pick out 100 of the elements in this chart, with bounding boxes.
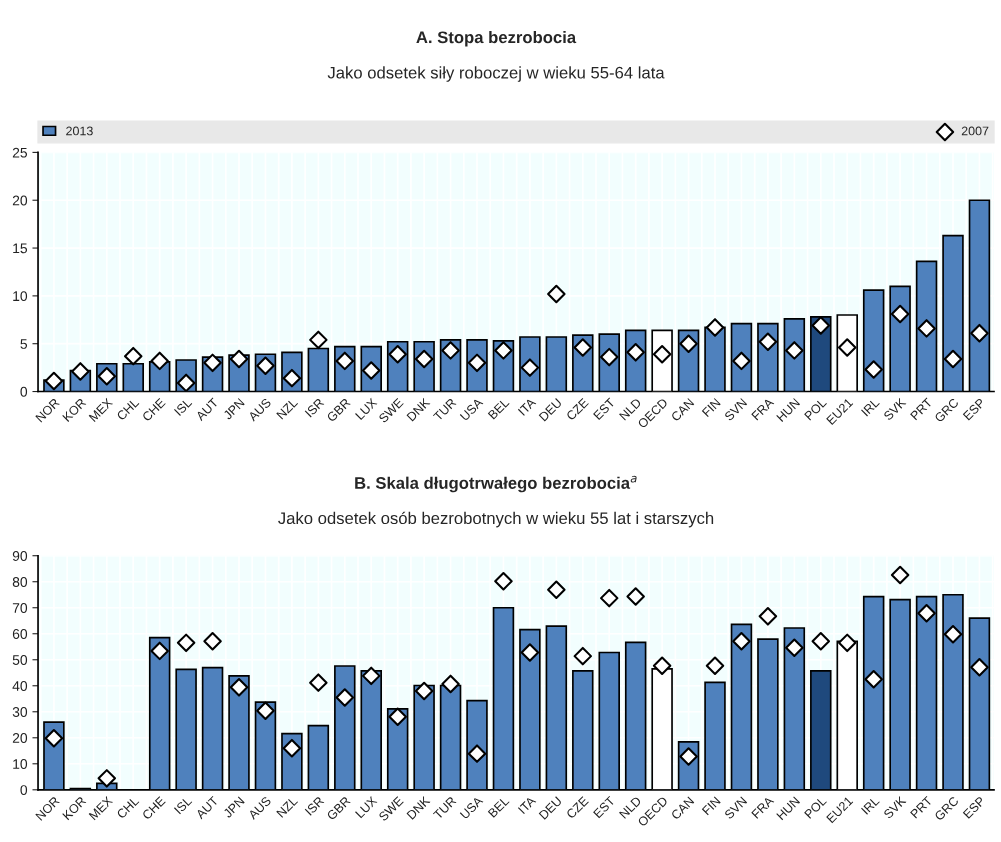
point — [547, 284, 566, 304]
bar — [968, 199, 991, 392]
point — [229, 349, 249, 369]
point — [837, 633, 857, 653]
y-tick-label: 10 — [13, 291, 28, 302]
x-tick-label: IRL — [861, 397, 880, 417]
point — [203, 632, 222, 651]
bar — [889, 285, 911, 392]
point — [309, 673, 328, 692]
point — [494, 571, 513, 591]
bar — [942, 234, 964, 392]
point — [441, 674, 460, 694]
x-tick-label: ISL — [173, 397, 193, 417]
legend-label: 2007 — [961, 126, 989, 136]
bar — [915, 260, 938, 392]
y-tick-label: 30 — [12, 707, 28, 717]
y-tick-label: 5 — [20, 339, 28, 349]
x-tick-label: FRA — [751, 795, 775, 819]
point — [441, 341, 460, 360]
x-tick-label: IRL — [861, 795, 880, 815]
x-tick-label: USA — [459, 795, 484, 820]
x-tick-label: ITA — [517, 795, 537, 815]
y-tick-label: 20 — [12, 195, 28, 206]
point — [388, 344, 407, 364]
point — [388, 707, 407, 726]
y-tick-label: 80 — [12, 577, 28, 587]
point — [520, 643, 540, 662]
chart-title: A. Stopa bezrobocia — [416, 30, 577, 47]
point — [335, 688, 355, 707]
point — [652, 656, 672, 675]
x-tick-label: CHL — [116, 795, 140, 820]
point — [123, 346, 143, 366]
x-tick-label: TUR — [432, 397, 457, 422]
point — [626, 587, 645, 606]
x-tick-label: TUR — [432, 796, 457, 820]
point — [864, 670, 883, 689]
y-tick-label: 15 — [13, 243, 28, 254]
point — [917, 319, 936, 338]
point — [732, 632, 751, 651]
x-tick-label: POL — [804, 397, 827, 421]
point — [361, 666, 381, 686]
x-tick-label: BEL — [487, 795, 510, 818]
point — [970, 323, 989, 343]
x-tick-label: NZL — [276, 795, 299, 818]
point — [811, 316, 831, 335]
point — [599, 588, 619, 608]
point — [573, 338, 593, 357]
point — [758, 332, 778, 352]
x-tick-label: FIN — [701, 398, 721, 417]
point — [547, 580, 566, 600]
point — [44, 371, 64, 391]
point — [71, 362, 90, 381]
x-tick-label: NZL — [276, 397, 299, 420]
y-tick-label: 10 — [13, 759, 28, 769]
x-tick-label: CHL — [116, 397, 140, 421]
point — [467, 744, 487, 763]
x-tick-label: ISL — [173, 795, 193, 815]
point — [414, 681, 434, 701]
y-tick-label: 25 — [12, 147, 28, 158]
chart-title: B. Skala długotrwałego bezrobocia$^{a}$ — [355, 475, 637, 493]
bar — [545, 336, 568, 392]
y-tick-label: 70 — [12, 603, 28, 613]
point — [309, 330, 328, 350]
x-tick-label: ISR — [304, 796, 325, 816]
point — [150, 351, 169, 371]
point — [229, 678, 249, 697]
y-tick-label: 60 — [12, 629, 28, 639]
legend-label: 2013 — [66, 126, 93, 136]
x-tick-label: FRA — [751, 397, 775, 421]
point — [705, 318, 725, 337]
point — [573, 646, 593, 666]
point — [494, 341, 513, 360]
point — [864, 360, 883, 379]
x-tick-label: POL — [804, 795, 827, 819]
point — [758, 607, 778, 626]
x-tick-label: JPN — [222, 398, 245, 421]
point — [890, 304, 910, 324]
point — [97, 769, 117, 788]
chart-subtitle: Jako odsetek siły roboczej w wieku 55-64 lata — [327, 66, 665, 82]
x-tick-label: ISR — [304, 397, 325, 418]
point — [705, 656, 725, 675]
point — [917, 603, 936, 623]
point — [679, 334, 698, 353]
point — [943, 625, 963, 644]
x-tick-label: USA — [459, 397, 484, 422]
point — [256, 701, 275, 720]
point — [176, 633, 196, 653]
point — [44, 729, 64, 748]
y-tick-label: 20 — [12, 733, 28, 743]
y-tick-label: 0 — [20, 386, 28, 397]
point — [785, 638, 804, 658]
point — [970, 658, 989, 677]
y-tick-label: 50 — [12, 655, 28, 665]
x-tick-label: FIN — [701, 796, 721, 816]
x-tick-label: BEL — [487, 397, 510, 420]
y-tick-label: 90 — [12, 551, 28, 561]
bar — [862, 289, 885, 392]
point — [943, 349, 963, 369]
point — [811, 632, 831, 651]
y-tick-label: 40 — [12, 681, 28, 691]
